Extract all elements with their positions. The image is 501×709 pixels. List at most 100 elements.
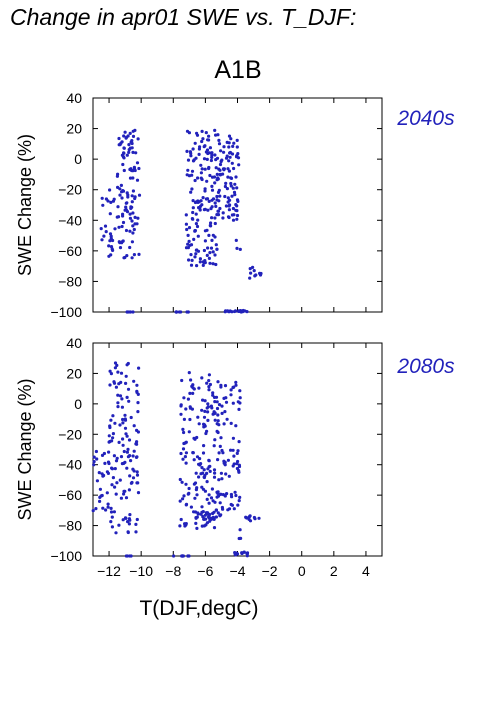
data-point <box>131 310 135 314</box>
data-point <box>208 173 212 178</box>
data-point <box>195 264 199 268</box>
data-point <box>230 194 234 198</box>
data-point <box>131 454 135 458</box>
data-point <box>130 194 134 198</box>
data-point <box>215 490 219 494</box>
data-point <box>234 155 239 159</box>
y-tick-label: −80 <box>58 518 82 534</box>
data-point <box>125 554 130 558</box>
data-point <box>218 206 222 211</box>
data-point <box>213 181 217 185</box>
data-point <box>126 447 130 451</box>
data-point <box>194 471 198 475</box>
data-point <box>202 444 206 448</box>
data-point <box>137 166 141 171</box>
data-point <box>210 238 214 242</box>
data-point <box>230 161 234 165</box>
data-point <box>92 455 96 459</box>
data-point <box>201 263 205 267</box>
data-point <box>201 196 205 200</box>
data-point <box>121 421 125 425</box>
data-point <box>112 197 116 201</box>
data-point <box>186 397 190 401</box>
data-point <box>121 417 125 422</box>
data-point <box>124 136 128 140</box>
data-point <box>234 203 238 207</box>
data-point <box>187 226 192 230</box>
data-point <box>104 508 108 512</box>
scatter-points <box>91 361 261 558</box>
data-point <box>196 176 200 180</box>
data-point <box>221 507 225 511</box>
data-point <box>218 501 222 505</box>
data-point <box>127 143 131 147</box>
data-point <box>121 162 125 167</box>
data-point <box>120 224 124 229</box>
data-point <box>219 149 223 153</box>
data-point <box>182 441 186 446</box>
data-point <box>109 372 113 376</box>
data-point <box>113 421 117 425</box>
data-point <box>214 158 218 162</box>
data-point <box>135 473 140 477</box>
data-point <box>193 229 197 233</box>
data-point <box>202 248 206 253</box>
data-point <box>238 495 242 499</box>
data-point <box>191 159 196 163</box>
data-point <box>232 454 236 458</box>
data-point <box>119 183 123 187</box>
data-point <box>223 384 228 388</box>
data-point <box>129 140 133 144</box>
data-point <box>223 410 227 414</box>
data-point <box>216 511 220 515</box>
data-point <box>112 454 116 458</box>
data-point <box>178 477 182 482</box>
data-point <box>211 233 215 237</box>
data-point <box>114 492 118 496</box>
data-point <box>193 141 197 145</box>
data-point <box>107 254 111 258</box>
data-point <box>136 137 140 141</box>
data-point <box>94 507 98 511</box>
data-point <box>238 528 242 532</box>
data-point <box>216 209 221 213</box>
period-label: 2080s <box>396 355 455 378</box>
data-point <box>233 309 237 314</box>
data-point <box>133 196 137 201</box>
data-point <box>192 237 196 241</box>
data-point <box>209 158 213 163</box>
data-point <box>232 166 236 171</box>
data-point <box>221 451 225 455</box>
data-point <box>205 497 209 501</box>
data-point <box>120 140 124 144</box>
data-point <box>233 552 237 557</box>
data-point <box>184 503 188 507</box>
data-point <box>213 418 217 422</box>
data-point <box>189 263 194 267</box>
data-point <box>130 256 134 260</box>
data-point <box>244 515 248 519</box>
data-point <box>203 409 207 413</box>
data-point <box>225 492 229 496</box>
data-point <box>209 496 214 500</box>
data-point <box>116 393 120 397</box>
data-point <box>184 482 188 486</box>
data-point <box>127 399 131 403</box>
data-point <box>205 381 209 385</box>
data-point <box>212 395 217 399</box>
data-point <box>200 129 204 133</box>
data-point <box>179 310 183 314</box>
data-point <box>128 310 133 314</box>
data-point <box>126 361 130 366</box>
data-point <box>229 448 233 452</box>
data-point <box>190 258 194 262</box>
data-point <box>209 224 213 228</box>
data-point <box>111 432 115 436</box>
data-point <box>227 141 231 145</box>
data-point <box>217 138 221 142</box>
data-point <box>204 431 208 436</box>
y-tick-label: 40 <box>66 90 82 106</box>
data-point <box>125 201 129 205</box>
data-point <box>186 158 191 162</box>
data-point <box>229 176 233 180</box>
